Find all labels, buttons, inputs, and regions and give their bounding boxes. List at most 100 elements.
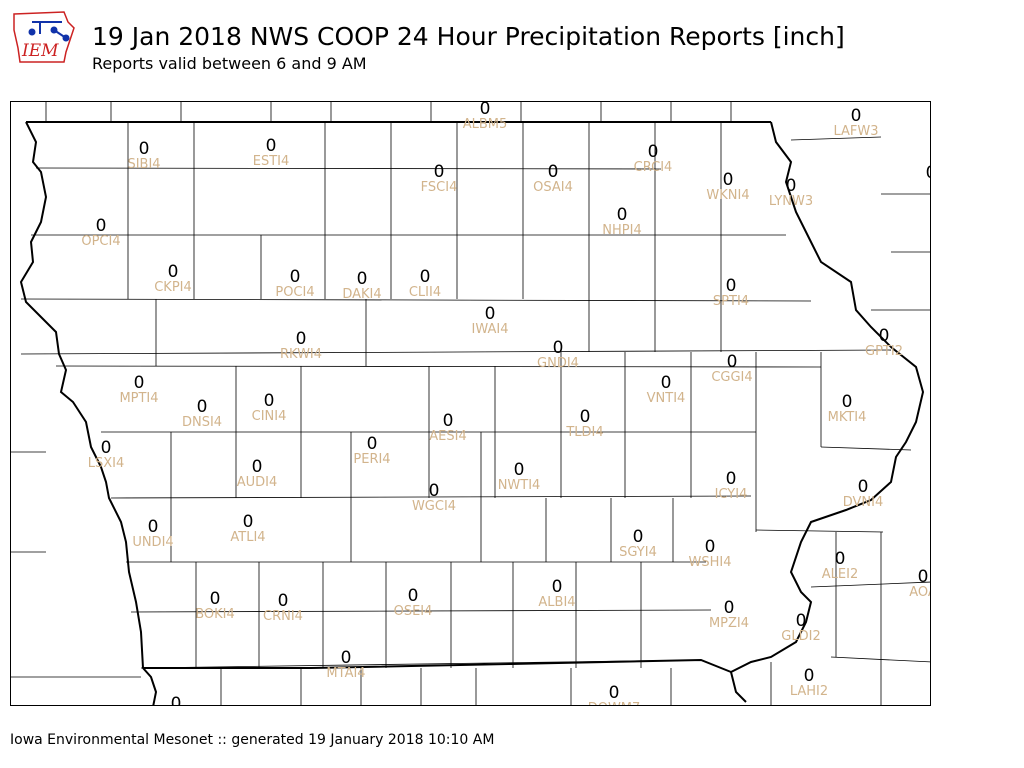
station-id: ICYI4: [715, 487, 748, 502]
station-id: SPTI4: [713, 294, 749, 309]
station-id: ALEI2: [822, 567, 858, 582]
station-value: 0: [835, 549, 846, 569]
station-id: UNDI4: [132, 535, 173, 550]
station-value: 0: [210, 589, 221, 609]
station-id: CINI4: [252, 409, 287, 424]
state-boundaries: [19, 121, 925, 705]
station-unlabeled-50: 0: [171, 694, 182, 706]
station-value: 0: [197, 397, 208, 417]
station-value: 0: [243, 512, 254, 532]
station-value: 0: [926, 163, 931, 183]
station-dowm7: 0DOWM7: [588, 683, 641, 706]
station-id: OPCI4: [81, 234, 120, 249]
weather-symbol-icon: [28, 21, 70, 42]
station-id: CGGI4: [711, 370, 752, 385]
station-id: GLDI2: [781, 629, 820, 644]
station-value: 0: [724, 598, 735, 618]
station-value: 0: [148, 517, 159, 537]
station-id: NWTI4: [498, 478, 541, 493]
station-aoa: 0AOA: [909, 567, 931, 600]
iowa-south-border: [143, 658, 732, 673]
station-value: 0: [633, 527, 644, 547]
station-id: BOKI4: [195, 607, 235, 622]
station-value: 0: [851, 106, 862, 126]
station-value: 0: [480, 102, 491, 119]
station-id: CLII4: [409, 285, 441, 300]
station-id: MKTI4: [828, 410, 867, 425]
station-value: 0: [171, 694, 182, 706]
station-id: TLDI4: [565, 425, 603, 440]
station-value: 0: [705, 537, 716, 557]
station-value: 0: [266, 136, 277, 156]
station-id: WGCI4: [412, 499, 456, 514]
station-id: MPTI4: [119, 391, 158, 406]
station-value: 0: [101, 438, 112, 458]
station-id: LYNW3: [769, 194, 813, 209]
station-value: 0: [552, 577, 563, 597]
station-value: 0: [341, 648, 352, 668]
station-id: CRNI4: [263, 609, 303, 624]
station-id: WSHI4: [689, 555, 732, 570]
footer-credit: Iowa Environmental Mesonet :: generated …: [10, 732, 495, 748]
station-id: SGYI4: [619, 545, 657, 560]
logo-text: IEM: [21, 41, 59, 61]
station-value: 0: [726, 276, 737, 296]
station-value: 0: [420, 267, 431, 287]
station-value: 0: [96, 216, 107, 236]
station-id: CRCI4: [634, 160, 673, 175]
station-id: DOWM7: [588, 701, 641, 706]
station-value: 0: [617, 205, 628, 225]
station-value: 0: [429, 481, 440, 501]
page-title: 19 Jan 2018 NWS COOP 24 Hour Precipitati…: [92, 22, 845, 51]
station-value: 0: [842, 392, 853, 412]
station-id: LSXI4: [88, 456, 125, 471]
station-value: 0: [264, 391, 275, 411]
iowa-east-border: [729, 121, 925, 703]
station-value: 0: [580, 407, 591, 427]
station-value: 0: [296, 329, 307, 349]
station-id: OSEI4: [394, 604, 433, 619]
station-unlabeled-51: 0: [926, 163, 931, 183]
station-id: GNDI4: [537, 356, 579, 371]
station-id: LAFW3: [833, 124, 878, 139]
station-id: SIBI4: [127, 157, 160, 172]
station-value: 0: [408, 586, 419, 606]
station-value: 0: [443, 411, 454, 431]
station-value: 0: [648, 142, 659, 162]
station-value: 0: [252, 457, 263, 477]
station-id: CKPI4: [154, 280, 192, 295]
iowa-west-border: [19, 121, 158, 705]
station-id: OSAI4: [533, 180, 573, 195]
station-id: AOA: [909, 585, 931, 600]
iem-logo: IEM: [10, 8, 76, 66]
